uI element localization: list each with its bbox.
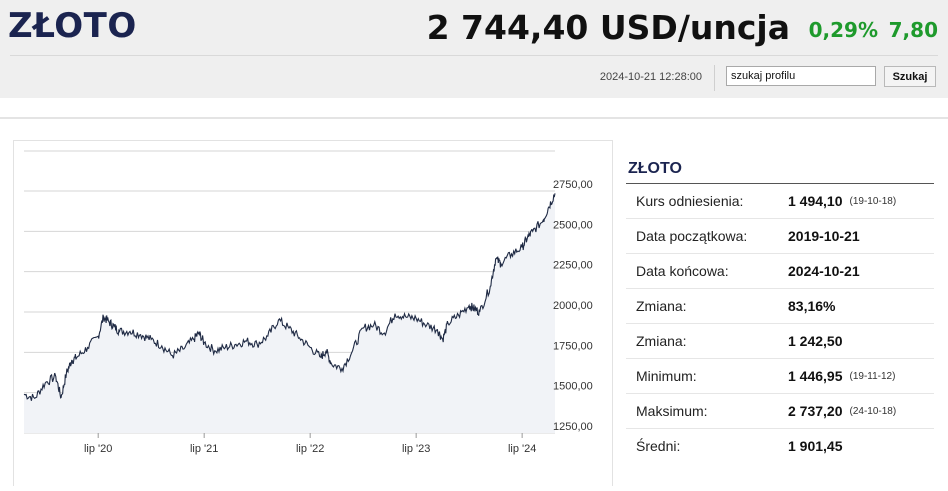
y-tick-label: 1500,00 — [553, 381, 593, 393]
quote-timestamp: 2024-10-21 12:28:00 — [599, 71, 702, 83]
vertical-divider — [714, 65, 715, 91]
info-row-value: 1 446,95 — [788, 368, 843, 384]
y-tick-label: 2500,00 — [553, 219, 593, 231]
info-row-label: Maksimum: — [636, 403, 708, 419]
info-row-value: 1 242,50 — [788, 333, 843, 349]
x-tick-label: lip '20 — [84, 443, 112, 455]
info-row-label: Data początkowa: — [636, 228, 748, 244]
x-tick-label: lip '23 — [402, 443, 430, 455]
search-input[interactable] — [726, 66, 876, 86]
info-row-label: Minimum: — [636, 368, 697, 384]
change-absolute: 7,80 — [888, 18, 938, 42]
info-row: Kurs odniesienia: 1 494,10 (19-10-18) — [626, 184, 934, 219]
info-row: Data końcowa: 2024-10-21 — [626, 254, 934, 289]
header-bar: ZŁOTO 2 744,40 USD/uncja 0,29% 7,80 2024… — [0, 0, 948, 98]
chart-price-line — [23, 193, 556, 401]
y-tick-label: 1250,00 — [553, 421, 593, 433]
chart-panel: 2750,00 2500,00 2250,00 2000,00 1750,00 1500,… — [13, 140, 613, 486]
info-row-date: (24-10-18) — [849, 405, 897, 417]
current-price: 2 744,40 USD/uncja — [426, 8, 790, 47]
header-divider — [10, 55, 938, 56]
info-row-label: Zmiana: — [636, 333, 687, 349]
search-button[interactable]: Szukaj — [884, 66, 936, 87]
info-row-label: Kurs odniesienia: — [636, 193, 744, 209]
info-row: Zmiana: 1 242,50 — [626, 324, 934, 359]
info-row-label: Zmiana: — [636, 298, 687, 314]
y-axis: 2750,00 2500,00 2250,00 2000,00 1750,00 1500,… — [553, 179, 593, 433]
info-divider — [626, 183, 934, 184]
x-axis: lip '20 lip '21 lip '22 lip '23 lip '24 — [84, 433, 536, 455]
info-table: Kurs odniesienia: 1 494,10 (19-10-18) Data … — [626, 184, 934, 463]
info-row-date: (19-10-18) — [849, 195, 897, 207]
info-row: Średni: 1 901,45 — [626, 429, 934, 463]
x-tick-label: lip '21 — [190, 443, 218, 455]
info-row: Maksimum: 2 737,20 (24-10-18) — [626, 394, 934, 429]
info-panel: ZŁOTO Kurs odniesienia: 1 494,10 (19-10-18… — [626, 160, 934, 463]
info-row-label: Data końcowa: — [636, 263, 729, 279]
x-tick-label: lip '24 — [508, 443, 536, 455]
page-title: ZŁOTO — [8, 6, 137, 46]
chart-area-fill — [24, 193, 555, 433]
info-title: ZŁOTO — [628, 160, 682, 177]
info-row-label: Średni: — [636, 438, 681, 454]
y-tick-label: 2750,00 — [553, 179, 593, 191]
y-tick-label: 1750,00 — [553, 340, 593, 352]
price-chart: 2750,00 2500,00 2250,00 2000,00 1750,00 1500,… — [23, 150, 593, 455]
info-row-value: 2 737,20 — [788, 403, 843, 419]
info-row-value: 1 494,10 — [788, 193, 843, 209]
info-row: Data początkowa: 2019-10-21 — [626, 219, 934, 254]
info-row-value: 83,16% — [788, 298, 836, 314]
info-row-value: 2019-10-21 — [788, 228, 860, 244]
y-tick-label: 2250,00 — [553, 260, 593, 272]
info-row-value: 2024-10-21 — [788, 263, 860, 279]
y-tick-label: 2000,00 — [553, 300, 593, 312]
info-row-value: 1 901,45 — [788, 438, 843, 454]
change-percent: 0,29% — [808, 18, 878, 42]
x-tick-label: lip '22 — [296, 443, 324, 455]
info-row: Minimum: 1 446,95 (19-11-12) — [626, 359, 934, 394]
info-row-date: (19-11-12) — [849, 370, 896, 382]
info-row: Zmiana: 83,16% — [626, 289, 934, 324]
